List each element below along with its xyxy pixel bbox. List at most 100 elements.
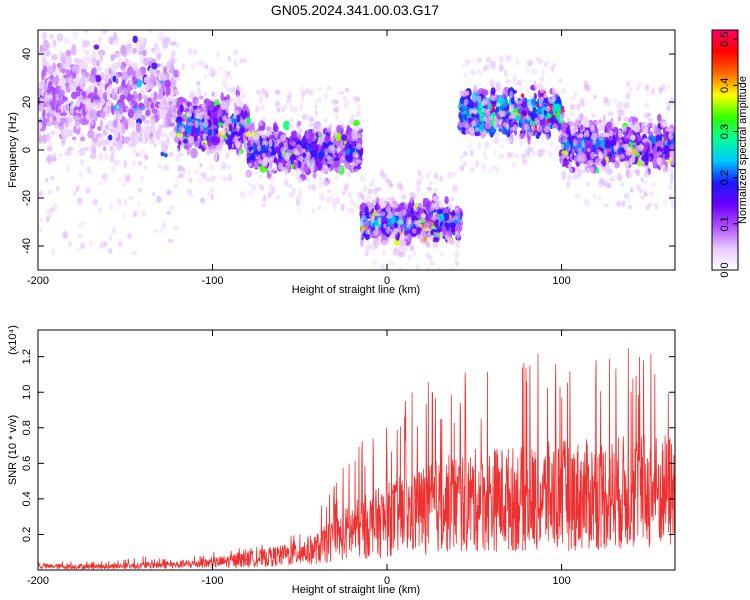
spectrogram-cell (176, 76, 180, 82)
spectrogram-cell (294, 174, 301, 180)
spectrogram-cell (66, 25, 70, 30)
spectrogram-cell (489, 78, 495, 86)
spectrogram-cell (616, 117, 620, 125)
spectrogram-cell (214, 98, 220, 103)
spectrogram-cell (531, 68, 537, 75)
spectrogram-cell (655, 127, 662, 138)
spectrogram-cell (217, 122, 224, 127)
spectrogram-cell (268, 139, 273, 147)
spectrogram-cell (379, 211, 386, 217)
spectrogram-cell (625, 168, 630, 179)
spectrogram-cell (207, 128, 213, 137)
spectrogram-cell (585, 199, 591, 206)
spectrogram-cell (111, 105, 115, 116)
spectrogram-cell (585, 167, 591, 174)
spectrogram-cell (159, 74, 167, 81)
spectrogram-cell (493, 136, 500, 144)
spectrogram-cell (116, 122, 122, 132)
spectrogram-cell (356, 103, 362, 110)
spectrogram-cell (471, 129, 475, 135)
spectrogram-cell (404, 202, 409, 210)
spectrogram-cell (97, 181, 104, 186)
spectrogram-cell (558, 78, 563, 84)
spectrogram-cell (115, 139, 123, 151)
spectrogram-cell (449, 221, 456, 229)
spectrogram-cell (300, 95, 305, 103)
spectrogram-cell (626, 155, 630, 161)
spectrogram-cell (575, 153, 582, 158)
spectrogram-cell (122, 173, 126, 180)
spectrogram-cell (164, 79, 171, 89)
spectrogram-cell (196, 80, 201, 86)
spectrogram-cell (134, 136, 141, 145)
spectrogram-cell (606, 121, 613, 129)
spectrogram-cell (91, 51, 97, 60)
spectrogram-cell (202, 132, 207, 141)
spectrogram-cell (354, 168, 359, 173)
spectrogram-cell (541, 132, 547, 138)
spectrogram-cell (620, 182, 625, 188)
spectrogram-cell (233, 102, 238, 108)
spectrogram-cell (583, 163, 588, 168)
spectrogram-cell (572, 138, 577, 147)
spectrogram-cell (418, 202, 424, 209)
x-tick-label: 100 (552, 275, 570, 287)
spectrogram-cell (61, 140, 66, 147)
spectrogram-cell (65, 116, 69, 128)
spectrogram-cell (251, 129, 255, 138)
spectrogram-cell (50, 129, 55, 136)
spectrogram-cell (662, 145, 670, 153)
spectrogram-cell (108, 202, 114, 211)
spectrogram-cell (329, 195, 334, 202)
spectrogram-cell (589, 124, 595, 130)
spectrogram-cell (394, 223, 399, 228)
spectrogram-cell (287, 124, 293, 129)
spectrogram-cell (398, 251, 405, 258)
spectrogram-cell (151, 62, 158, 70)
spectrogram-cell (288, 191, 295, 198)
spectrogram-cell (521, 109, 527, 116)
spectrogram-cell (423, 241, 427, 246)
spectrogram-cell (196, 177, 202, 184)
spectrogram-cell (481, 89, 489, 97)
spectrogram-cell (139, 56, 144, 65)
spectrogram-cell (365, 244, 371, 252)
spectrogram-cell (141, 209, 147, 217)
spectrogram-cell (389, 202, 395, 207)
spectrogram-cell (48, 212, 53, 219)
spectrogram-cell (439, 251, 445, 257)
spectrogram-cell (243, 142, 249, 150)
spectrogram-cell (65, 69, 71, 78)
spectrogram-cell (539, 75, 544, 83)
spectrogram-cell (547, 96, 551, 102)
spectrogram-cell (399, 223, 404, 229)
colorbar-tick-label: 0.5 (719, 32, 731, 47)
spectrogram-cell (265, 126, 272, 132)
spectrogram-cell (114, 26, 119, 30)
spectrogram-cell (644, 84, 650, 91)
spectrogram-cell (56, 33, 64, 42)
spectrogram-cell (590, 151, 596, 160)
spectrogram-cell (39, 1, 44, 8)
spectrogram-cell (38, 190, 44, 197)
spectrogram-cell (60, 128, 65, 137)
spectrogram-cell (590, 132, 598, 141)
spectrogram-cell (276, 107, 281, 114)
spectrogram-cell (361, 194, 365, 201)
spectrogram-cell (272, 118, 279, 123)
spectrogram-cell (578, 133, 584, 138)
spectrogram-cell (359, 232, 363, 240)
spectrogram-cell (49, 115, 53, 123)
spectrogram-cell (65, 2, 71, 9)
spectrogram-cell (536, 125, 543, 133)
spectrogram-cell (72, 136, 77, 141)
spectrogram-cell (65, 103, 70, 111)
spectrogram-cell (324, 135, 331, 145)
spectrogram-cell (403, 235, 409, 240)
spectrogram-cell (203, 74, 208, 80)
spectrogram-cell (109, 69, 113, 74)
spectrogram-cell (367, 238, 371, 247)
spectrogram-cell (38, 129, 42, 137)
spectrogram-cell (54, 118, 61, 124)
spectrogram-cell (451, 185, 458, 193)
